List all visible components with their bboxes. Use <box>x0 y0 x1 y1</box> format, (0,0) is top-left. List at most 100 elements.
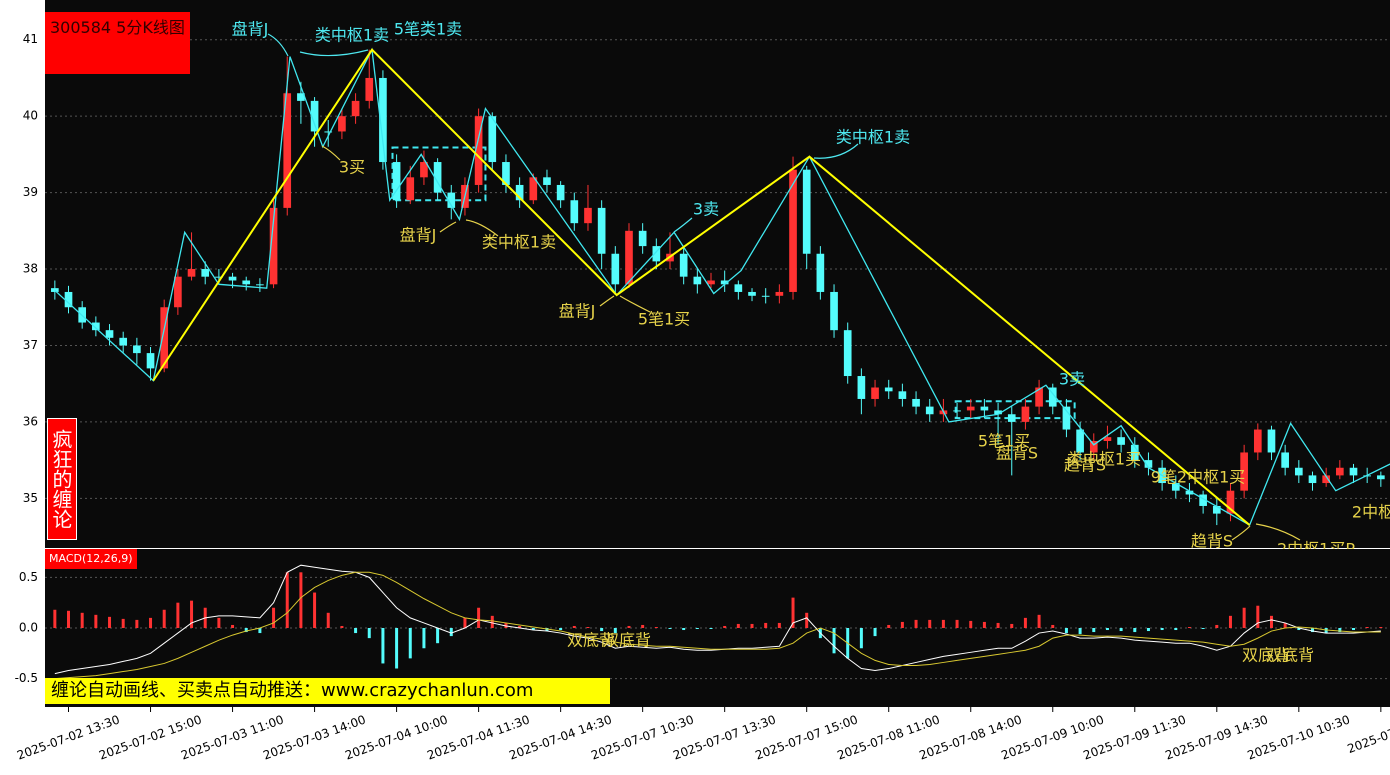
y-tick-label: 39 <box>23 185 38 199</box>
annotation: 类中枢1卖 <box>482 233 556 252</box>
candle-body <box>433 162 442 193</box>
candle-body <box>1130 444 1139 461</box>
y-tick-label: 35 <box>23 491 38 505</box>
candle-body <box>187 269 196 277</box>
candle-body <box>679 253 688 277</box>
candle-body <box>625 230 633 285</box>
annotation: 3卖 <box>693 200 719 219</box>
candle-body <box>146 353 155 369</box>
candle-body <box>488 116 497 163</box>
candle-body <box>1089 440 1098 453</box>
candle-body <box>652 246 661 262</box>
arrow <box>673 217 693 233</box>
arrow <box>321 145 341 161</box>
candle-body <box>1253 429 1262 453</box>
candle-body <box>228 276 237 281</box>
candle-body <box>201 269 210 277</box>
annotation: 类中枢1卖 <box>836 128 910 147</box>
candle-body <box>420 162 428 178</box>
candle-body <box>51 288 59 292</box>
candle-body <box>1322 475 1330 484</box>
arrow <box>1231 525 1251 541</box>
candle-body <box>447 192 456 208</box>
arrow <box>465 219 499 237</box>
macd-line <box>54 564 1381 675</box>
candle-body <box>1007 414 1016 422</box>
candle-body <box>693 276 702 285</box>
candle-body <box>1377 475 1385 480</box>
candle-body <box>529 177 538 201</box>
y-tick-label: 37 <box>23 338 38 352</box>
candle-body <box>1117 437 1125 445</box>
candle-body <box>925 406 934 415</box>
price-panel <box>45 0 1390 548</box>
y-tick-label: 0.5 <box>19 570 38 584</box>
candle-body <box>570 200 579 224</box>
candle-body <box>1281 452 1289 468</box>
candle-body <box>1185 490 1194 495</box>
banner: 缠论自动画线、买卖点自动推送：www.crazychanlun.com <box>45 678 610 704</box>
arrow <box>619 295 651 313</box>
annotation: 双底背 <box>1266 646 1314 665</box>
candle-body <box>734 284 743 292</box>
y-tick-label: 40 <box>23 109 38 123</box>
candle-body <box>720 280 729 285</box>
annotation: 3买 <box>339 158 365 177</box>
candle-body <box>556 184 565 201</box>
candle-body <box>802 169 811 254</box>
y-tick-label: 38 <box>23 262 38 276</box>
arrow <box>267 33 289 57</box>
candle-body <box>912 398 920 407</box>
candle-body <box>133 345 141 354</box>
candle-body <box>324 131 333 133</box>
candle-body <box>543 177 551 185</box>
candle-body <box>297 93 305 101</box>
pen-line <box>152 48 1251 526</box>
candle-body <box>215 276 223 278</box>
annotation: 趋背S <box>1064 456 1106 475</box>
candle-body <box>1336 467 1344 476</box>
candle-body <box>474 116 483 185</box>
candle-body <box>884 387 893 392</box>
candle-body <box>283 93 292 208</box>
candle-body <box>242 280 251 285</box>
candle-body <box>365 77 374 101</box>
side-label: 疯狂的缠论 <box>47 418 77 540</box>
candle-body <box>64 291 73 308</box>
candle-body <box>1308 475 1317 484</box>
annotation: 双底背 <box>1242 646 1290 665</box>
candle-body <box>269 207 278 285</box>
candle-body <box>256 284 264 286</box>
y-tick-label: 36 <box>23 414 38 428</box>
candle-body <box>379 77 387 163</box>
candle-body <box>1267 429 1276 453</box>
annotation: 双底背 <box>567 631 615 650</box>
annotation: 趋背S <box>1191 532 1233 551</box>
candle-body <box>92 322 100 331</box>
candle-body <box>1199 494 1207 506</box>
pen-line <box>54 47 1390 527</box>
candle-body <box>351 100 360 117</box>
candle-body <box>966 406 975 411</box>
candle-body <box>1062 406 1071 430</box>
candle-body <box>898 391 907 399</box>
annotation: 类中枢1卖 <box>315 26 389 45</box>
candle-body <box>310 100 319 132</box>
annotation: 3卖 <box>1059 370 1085 389</box>
candle-body <box>1048 387 1057 407</box>
candle-body <box>1349 467 1358 476</box>
chart-title: 300584 5分K线图 <box>45 12 190 74</box>
candle-body <box>871 387 879 399</box>
annotation: 类中枢1买 <box>1067 450 1141 469</box>
candle-body <box>1171 483 1180 491</box>
zhongshu-box <box>391 146 487 202</box>
annotation: 5笔1买 <box>978 432 1030 451</box>
candle-body <box>105 330 114 338</box>
candle-body <box>775 291 784 296</box>
candle-body <box>638 230 647 247</box>
arrow <box>1255 523 1301 541</box>
annotation: 盘背S <box>996 444 1038 463</box>
candle-body <box>160 307 169 369</box>
candle-body <box>843 330 852 377</box>
candle-body <box>1226 490 1235 514</box>
